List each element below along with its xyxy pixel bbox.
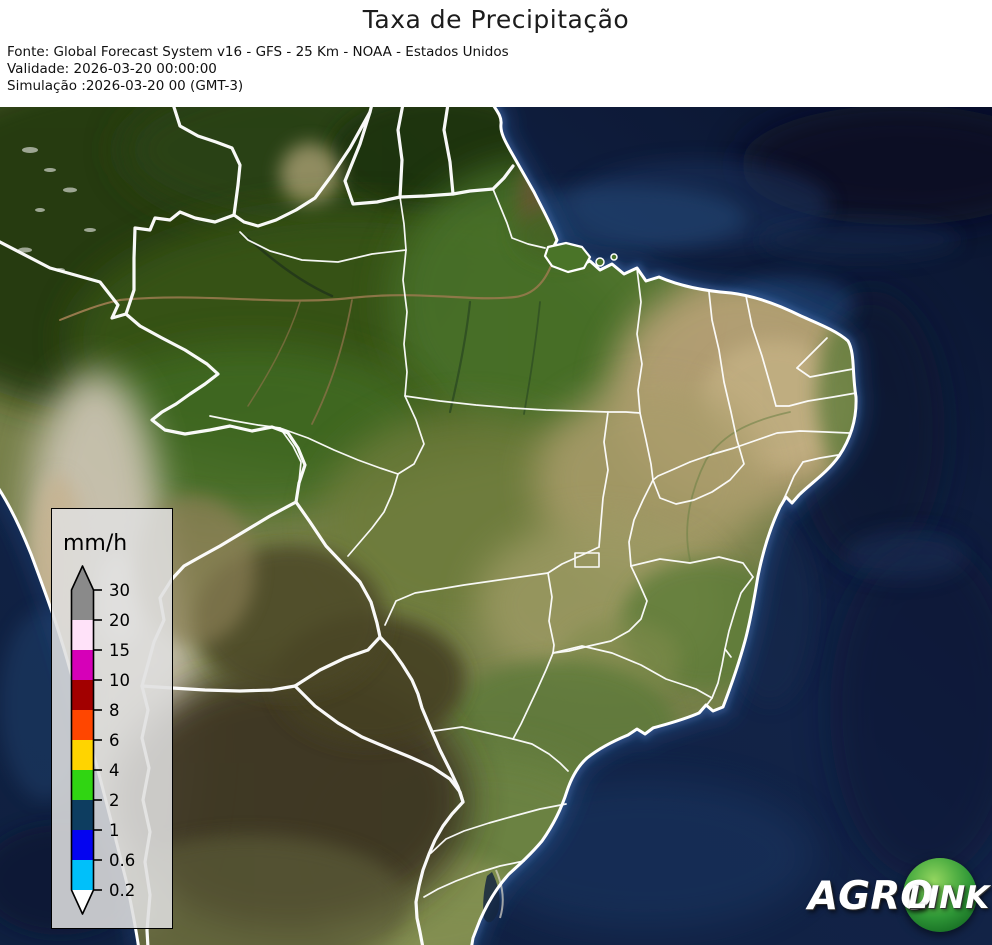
precipitation-legend: mm/h 30 20 — [51, 508, 173, 929]
colorbar-segment — [71, 740, 94, 770]
colorbar-over-arrow — [71, 566, 94, 590]
agrolink-logo-circle — [903, 858, 977, 932]
agrolink-logo-text-agro: AGRO — [808, 874, 934, 919]
svg-text:2: 2 — [109, 791, 120, 810]
colorbar-segment — [71, 860, 94, 890]
svg-text:8: 8 — [109, 701, 120, 720]
colorbar-segment — [71, 800, 94, 830]
svg-text:4: 4 — [109, 761, 120, 780]
colorbar-segment — [71, 680, 94, 710]
colorbar-segment — [71, 830, 94, 860]
svg-text:6: 6 — [109, 731, 120, 750]
svg-text:15: 15 — [109, 641, 130, 660]
agrolink-logo-text-link: LINK — [908, 880, 990, 916]
colorbar-segment — [71, 770, 94, 800]
colorbar-segment — [71, 650, 94, 680]
legend-unit-label: mm/h — [63, 531, 128, 556]
page-title: Taxa de Precipitação — [362, 5, 630, 34]
svg-text:0.6: 0.6 — [109, 851, 135, 870]
brazil-border — [124, 110, 515, 945]
svg-text:10: 10 — [109, 671, 130, 690]
colorbar-segment — [71, 590, 94, 620]
colorbar-segment — [71, 620, 94, 650]
colorbar-segment — [71, 710, 94, 740]
svg-text:1: 1 — [109, 821, 120, 840]
colorbar: 30 20 15 10 8 6 4 2 1 0.6 0.2 — [70, 565, 135, 915]
agrolink-logo: AGRO LINK — [800, 850, 992, 942]
state-borders — [209, 188, 857, 898]
source-line: Fonte: Global Forecast System v16 - GFS … — [7, 44, 509, 60]
distrito-federal-outline — [574, 552, 600, 568]
svg-text:30: 30 — [109, 581, 130, 600]
map-content — [0, 107, 992, 945]
marajo-island — [543, 241, 592, 274]
colorbar-under-arrow — [71, 890, 94, 914]
simulation-line: Simulação :2026-03-20 00 (GMT-3) — [7, 78, 244, 94]
rivers — [59, 236, 791, 561]
validity-line: Validade: 2026-03-20 00:00:00 — [7, 61, 217, 77]
colorbar-ticks — [93, 589, 102, 891]
colorbar-tick-labels: 30 20 15 10 8 6 4 2 1 0.6 0.2 — [109, 581, 135, 900]
svg-text:20: 20 — [109, 611, 130, 630]
svg-text:0.2: 0.2 — [109, 881, 135, 900]
